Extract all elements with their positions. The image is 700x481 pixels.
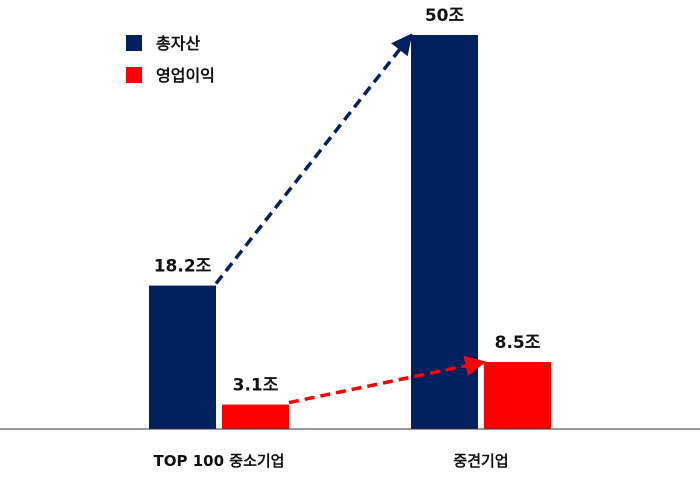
bar-total-assets-0 bbox=[149, 285, 216, 429]
bar-operating-profit-1 bbox=[484, 362, 551, 429]
category-label-1: 중견기업 bbox=[453, 452, 508, 470]
arrows-layer bbox=[214, 33, 487, 405]
bar-total-assets-1 bbox=[411, 35, 478, 429]
growth-arrow-operating-profit bbox=[288, 355, 487, 405]
category-label-0: TOP 100 중소기업 bbox=[154, 452, 285, 470]
data-label-operating-profit-0: 3.1조 bbox=[233, 376, 279, 396]
data-label-operating-profit-1: 8.5조 bbox=[495, 333, 541, 353]
legend-label-operating-profit: 영업이익 bbox=[156, 66, 215, 85]
data-label-total-assets-0: 18.2조 bbox=[154, 257, 212, 277]
legend-swatch-total-assets bbox=[126, 35, 142, 51]
bar-operating-profit-0 bbox=[222, 404, 289, 429]
labels-layer: 18.2조 50조 3.1조 8.5조 TOP 100 중소기업 중견기업 bbox=[154, 6, 541, 470]
data-label-total-assets-1: 50조 bbox=[425, 6, 465, 26]
legend-label-total-assets: 총자산 bbox=[156, 34, 200, 53]
bars-layer bbox=[149, 35, 551, 429]
growth-arrow-total-assets bbox=[214, 33, 413, 285]
legend-swatch-operating-profit bbox=[126, 67, 142, 83]
